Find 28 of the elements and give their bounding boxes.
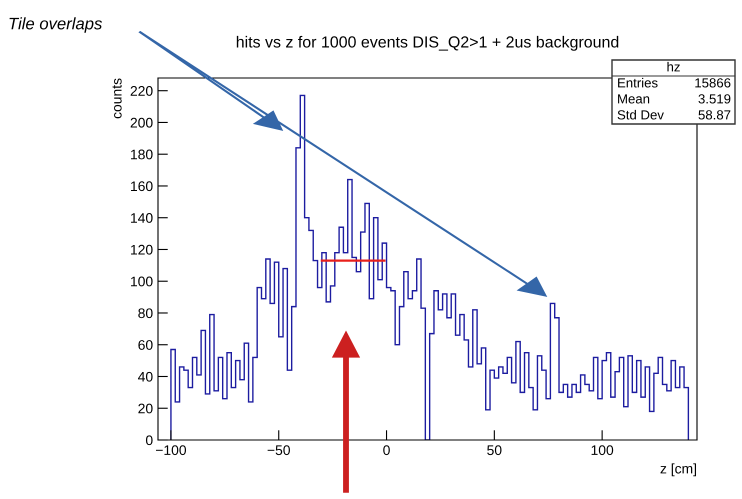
y-tick-label: 200 bbox=[130, 118, 153, 128]
y-tick-label: 220 bbox=[130, 86, 153, 96]
x-tick-label: −50 bbox=[268, 445, 290, 456]
x-tick-label: 50 bbox=[487, 445, 502, 456]
y-tick-label: 140 bbox=[131, 213, 153, 223]
text: 58.87 bbox=[698, 110, 730, 120]
text: 3.519 bbox=[698, 94, 730, 104]
y-tick-label: 60 bbox=[138, 340, 153, 350]
x-axis-title: z [cm] bbox=[660, 463, 696, 476]
y-tick-label: 100 bbox=[131, 276, 153, 286]
y-tick-label: 80 bbox=[138, 308, 153, 318]
annotation: Mean bbox=[618, 94, 650, 104]
y-tick-label: 160 bbox=[131, 181, 153, 192]
y-tick-label: 20 bbox=[138, 404, 153, 414]
x-tick-label: 0 bbox=[383, 445, 390, 456]
text: Tile overlaps bbox=[9, 17, 102, 33]
x-tick-label: 100 bbox=[592, 445, 614, 456]
annotation: 15866 bbox=[695, 78, 730, 88]
x-tick-label: −100 bbox=[156, 445, 186, 456]
y-tick-label: 0 bbox=[146, 435, 153, 446]
y-tick-label: 180 bbox=[131, 150, 153, 160]
annotation: Entries bbox=[618, 78, 658, 88]
y-tick-label: 40 bbox=[138, 372, 153, 382]
annotation: Std Dev bbox=[618, 110, 664, 120]
chart-title: hits vs z for 1000 events DIS_Q2>1 + 2us background bbox=[236, 36, 618, 51]
y-tick-label: 120 bbox=[131, 244, 153, 255]
text: hz bbox=[667, 62, 680, 72]
y-axis-title: counts bbox=[112, 78, 122, 118]
